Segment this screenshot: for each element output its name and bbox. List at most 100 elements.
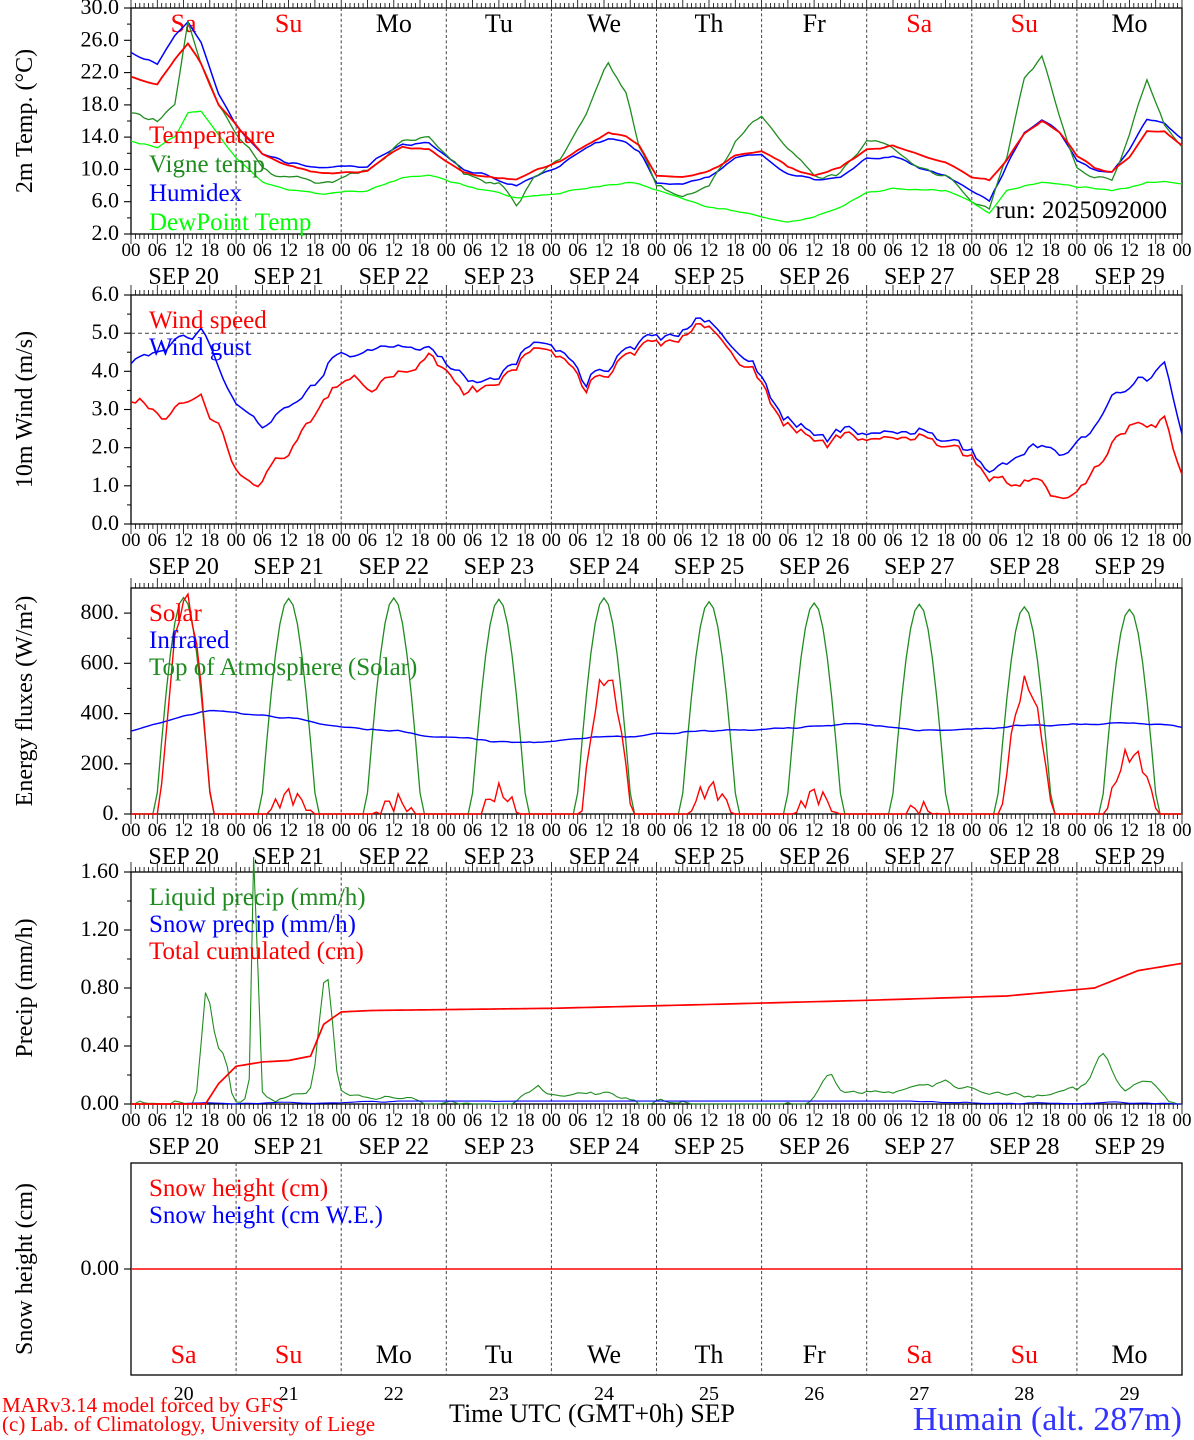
svg-text:12: 12	[279, 530, 298, 551]
svg-text:12: 12	[700, 820, 719, 841]
svg-text:12: 12	[805, 240, 824, 261]
svg-text:18: 18	[200, 530, 219, 551]
svg-text:18: 18	[305, 530, 324, 551]
svg-text:06: 06	[463, 530, 482, 551]
svg-text:3.0: 3.0	[92, 396, 120, 421]
svg-text:06: 06	[778, 530, 797, 551]
svg-text:00: 00	[647, 530, 666, 551]
svg-text:SEP 29: SEP 29	[1094, 554, 1164, 580]
svg-text:6.0: 6.0	[92, 281, 120, 306]
svg-text:22.0: 22.0	[81, 59, 120, 84]
svg-text:Sa: Sa	[171, 9, 197, 38]
svg-text:06: 06	[463, 1110, 482, 1131]
svg-text:06: 06	[1094, 820, 1113, 841]
svg-text:Liquid precip (mm/h): Liquid precip (mm/h)	[149, 884, 366, 911]
svg-text:26.0: 26.0	[81, 26, 120, 51]
svg-text:00: 00	[227, 1110, 246, 1131]
svg-text:Su: Su	[275, 9, 302, 38]
svg-text:00: 00	[122, 820, 141, 841]
svg-text:06: 06	[568, 1110, 587, 1131]
svg-text:00: 00	[542, 820, 561, 841]
svg-text:1.0: 1.0	[92, 472, 120, 497]
svg-text:4.0: 4.0	[92, 357, 120, 382]
svg-text:0.40: 0.40	[81, 1032, 120, 1057]
svg-text:06: 06	[358, 1110, 377, 1131]
svg-text:06: 06	[568, 820, 587, 841]
svg-text:18: 18	[516, 240, 535, 261]
svg-text:12: 12	[595, 820, 614, 841]
svg-text:00: 00	[1173, 1110, 1192, 1131]
svg-text:5.0: 5.0	[92, 319, 120, 344]
svg-text:12: 12	[595, 530, 614, 551]
svg-text:00: 00	[437, 1110, 456, 1131]
svg-text:06: 06	[148, 240, 167, 261]
svg-text:18: 18	[305, 1110, 324, 1131]
svg-text:SEP 29: SEP 29	[1094, 1134, 1164, 1160]
svg-text:06: 06	[148, 1110, 167, 1131]
svg-text:SEP 26: SEP 26	[779, 1134, 849, 1160]
svg-text:12: 12	[700, 530, 719, 551]
svg-text:SEP 24: SEP 24	[569, 554, 639, 580]
svg-text:00: 00	[332, 240, 351, 261]
svg-text:0.0: 0.0	[92, 510, 120, 535]
svg-text:12: 12	[595, 240, 614, 261]
svg-text:SEP 21: SEP 21	[253, 554, 323, 580]
svg-text:12: 12	[1015, 530, 1034, 551]
svg-text:18.0: 18.0	[81, 91, 120, 116]
svg-text:12: 12	[174, 530, 193, 551]
svg-text:Mo: Mo	[1111, 1340, 1147, 1369]
svg-text:12: 12	[910, 530, 929, 551]
svg-text:00: 00	[227, 820, 246, 841]
svg-text:18: 18	[726, 1110, 745, 1131]
svg-text:18: 18	[516, 820, 535, 841]
svg-text:18: 18	[726, 820, 745, 841]
svg-text:SEP 25: SEP 25	[674, 554, 744, 580]
svg-text:SEP 27: SEP 27	[884, 1134, 954, 1160]
svg-text:12: 12	[384, 240, 403, 261]
svg-text:12: 12	[910, 240, 929, 261]
svg-text:Mo: Mo	[1111, 9, 1147, 38]
svg-text:06: 06	[253, 1110, 272, 1131]
svg-text:Energy fluxes (W/m²): Energy fluxes (W/m²)	[12, 596, 38, 807]
svg-text:00: 00	[1173, 820, 1192, 841]
svg-text:SEP 20: SEP 20	[148, 1134, 218, 1160]
svg-text:12: 12	[1120, 530, 1139, 551]
svg-text:12: 12	[279, 1110, 298, 1131]
svg-text:SEP 28: SEP 28	[989, 554, 1059, 580]
svg-text:Wind speed: Wind speed	[149, 307, 267, 334]
svg-text:18: 18	[621, 240, 640, 261]
svg-text:14.0: 14.0	[81, 123, 120, 148]
svg-text:Solar: Solar	[149, 600, 202, 627]
svg-text:18: 18	[305, 240, 324, 261]
svg-text:06: 06	[253, 820, 272, 841]
svg-text:Mo: Mo	[376, 9, 412, 38]
svg-text:18: 18	[1146, 1110, 1165, 1131]
svg-text:2.0: 2.0	[92, 220, 120, 245]
svg-text:06: 06	[1094, 1110, 1113, 1131]
svg-text:0.: 0.	[103, 800, 120, 825]
svg-text:06: 06	[253, 530, 272, 551]
svg-text:18: 18	[621, 530, 640, 551]
svg-text:00: 00	[122, 240, 141, 261]
svg-text:00: 00	[437, 530, 456, 551]
svg-text:18: 18	[200, 240, 219, 261]
svg-text:12: 12	[1120, 1110, 1139, 1131]
svg-text:12: 12	[805, 530, 824, 551]
svg-text:18: 18	[936, 240, 955, 261]
svg-text:SEP 26: SEP 26	[779, 554, 849, 580]
svg-text:00: 00	[1067, 820, 1086, 841]
svg-text:06: 06	[148, 530, 167, 551]
svg-text:Top of Atmosphere (Solar): Top of Atmosphere (Solar)	[149, 654, 417, 681]
svg-text:00: 00	[332, 530, 351, 551]
svg-text:1.60: 1.60	[81, 858, 120, 883]
svg-text:00: 00	[122, 1110, 141, 1131]
svg-text:00: 00	[752, 240, 771, 261]
svg-text:00: 00	[857, 820, 876, 841]
svg-text:Mo: Mo	[376, 1340, 412, 1369]
svg-text:18: 18	[831, 820, 850, 841]
svg-text:12: 12	[279, 820, 298, 841]
svg-text:06: 06	[463, 820, 482, 841]
svg-text:06: 06	[568, 240, 587, 261]
svg-text:0.00: 0.00	[81, 1090, 120, 1115]
svg-text:12: 12	[1015, 240, 1034, 261]
